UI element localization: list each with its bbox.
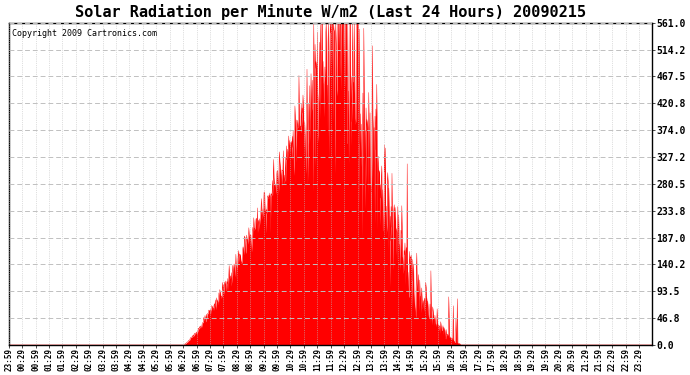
Title: Solar Radiation per Minute W/m2 (Last 24 Hours) 20090215: Solar Radiation per Minute W/m2 (Last 24… [75,4,586,20]
Text: Copyright 2009 Cartronics.com: Copyright 2009 Cartronics.com [12,29,157,38]
